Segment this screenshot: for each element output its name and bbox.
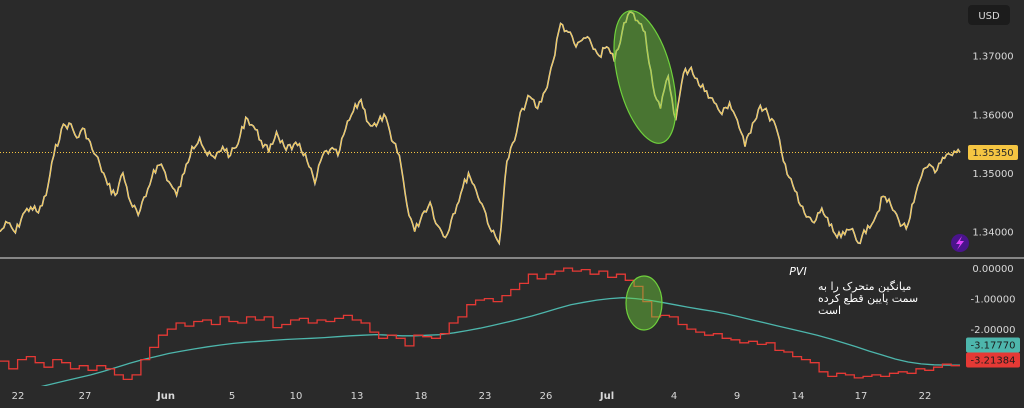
- currency-button[interactable]: USD: [968, 5, 1010, 25]
- indicator-axis-tick-label: 0.00000: [972, 264, 1013, 275]
- lightning-icon[interactable]: [951, 234, 969, 252]
- price-axis-tick-label: 1.36000: [972, 110, 1013, 121]
- time-axis-tick-label: 22: [12, 391, 25, 402]
- pvi-current-label: -3.21384: [971, 356, 1016, 367]
- indicator-badges: -3.17770 -3.21384: [966, 337, 1020, 368]
- time-axis-tick-label: 18: [415, 391, 428, 402]
- ma-current-label: -3.17770: [971, 341, 1016, 352]
- time-axis: 22 27 Jun 5 10 13 18 23 26 Jul 4 9 14 17 22: [12, 391, 932, 402]
- pvi-current-label-bg: [966, 352, 1020, 368]
- time-axis-tick-label: 10: [290, 391, 303, 402]
- time-axis-tick-label: Jul: [599, 391, 614, 402]
- time-axis-tick-label: 17: [855, 391, 868, 402]
- indicator-axis-tick-label: -1.00000: [971, 295, 1016, 306]
- price-axis-tick-label: 1.35000: [972, 169, 1013, 180]
- currency-button-bg: [968, 5, 1010, 25]
- time-axis-tick-label: 13: [351, 391, 364, 402]
- price-axis-tick-label: 1.34000: [972, 228, 1013, 239]
- price-current-badge-bg: [968, 144, 1018, 160]
- indicator-axis: 0.00000 -1.00000 -2.00000: [971, 264, 1016, 336]
- currency-label: USD: [978, 11, 1000, 22]
- time-axis-tick-label: 22: [919, 391, 932, 402]
- indicator-highlight-ellipse: [625, 275, 663, 331]
- indicator-annotation-line: سمت پایین قطع کرده: [818, 292, 918, 305]
- price-axis: 1.34000 1.35000 1.36000 1.37000: [972, 52, 1013, 239]
- time-axis-tick-label: 5: [229, 391, 235, 402]
- price-series: [0, 10, 961, 246]
- time-axis-tick-label: 26: [540, 391, 553, 402]
- price-axis-tick-label: 1.37000: [972, 52, 1013, 63]
- time-axis-tick-label: 27: [79, 391, 92, 402]
- lightning-icon-glyph: [956, 236, 964, 250]
- time-axis-tick-label: 14: [792, 391, 805, 402]
- time-axis-tick-label: 9: [734, 391, 740, 402]
- time-axis-tick-label: 4: [671, 391, 677, 402]
- indicator-axis-tick-label: -2.00000: [971, 325, 1016, 336]
- price-current-badge: 1.35350: [968, 144, 1018, 160]
- ma-current-label-bg: [966, 337, 1020, 353]
- moving-average-line: [40, 297, 960, 386]
- time-axis-tick-label: Jun: [156, 391, 175, 402]
- pvi-line: [0, 267, 960, 381]
- indicator-title: PVI: [789, 265, 806, 278]
- indicator-annotation-line: است: [818, 304, 841, 317]
- price-current-label: 1.35350: [972, 148, 1013, 159]
- price-highlight-ellipse: [613, 10, 677, 144]
- indicator-annotation-line: میانگین متحرک را به: [818, 280, 912, 293]
- price-panel: [0, 10, 961, 246]
- price-series-line: [0, 11, 961, 245]
- time-axis-tick-label: 23: [479, 391, 492, 402]
- indicator-series: [0, 267, 960, 386]
